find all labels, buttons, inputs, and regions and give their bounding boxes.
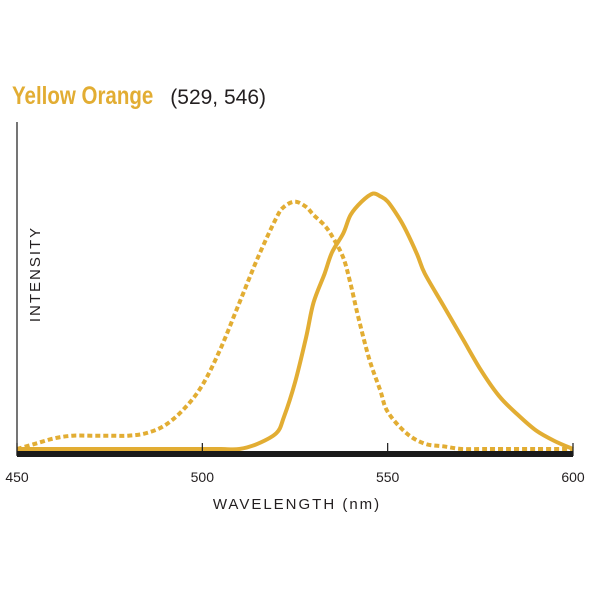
peak-wavelengths: (529, 546) xyxy=(170,86,267,109)
x-tick-label: 550 xyxy=(376,469,400,485)
excitation-curve xyxy=(16,199,573,452)
spectrum-curves xyxy=(16,191,574,452)
emission-curve xyxy=(17,191,574,452)
chart-title: Yellow Orange (529, 546) xyxy=(12,82,266,111)
x-tick-label: 500 xyxy=(191,469,215,485)
y-axis-title: INTENSITY xyxy=(27,226,44,322)
x-axis-title: WAVELENGTH (nm) xyxy=(213,496,381,513)
x-axis-bar xyxy=(17,451,573,457)
dye-name: Yellow Orange xyxy=(12,82,154,110)
x-tick-label: 450 xyxy=(5,469,29,485)
x-axis-ticks: 450 500 550 600 xyxy=(5,443,585,485)
x-tick-label: 600 xyxy=(561,469,585,485)
